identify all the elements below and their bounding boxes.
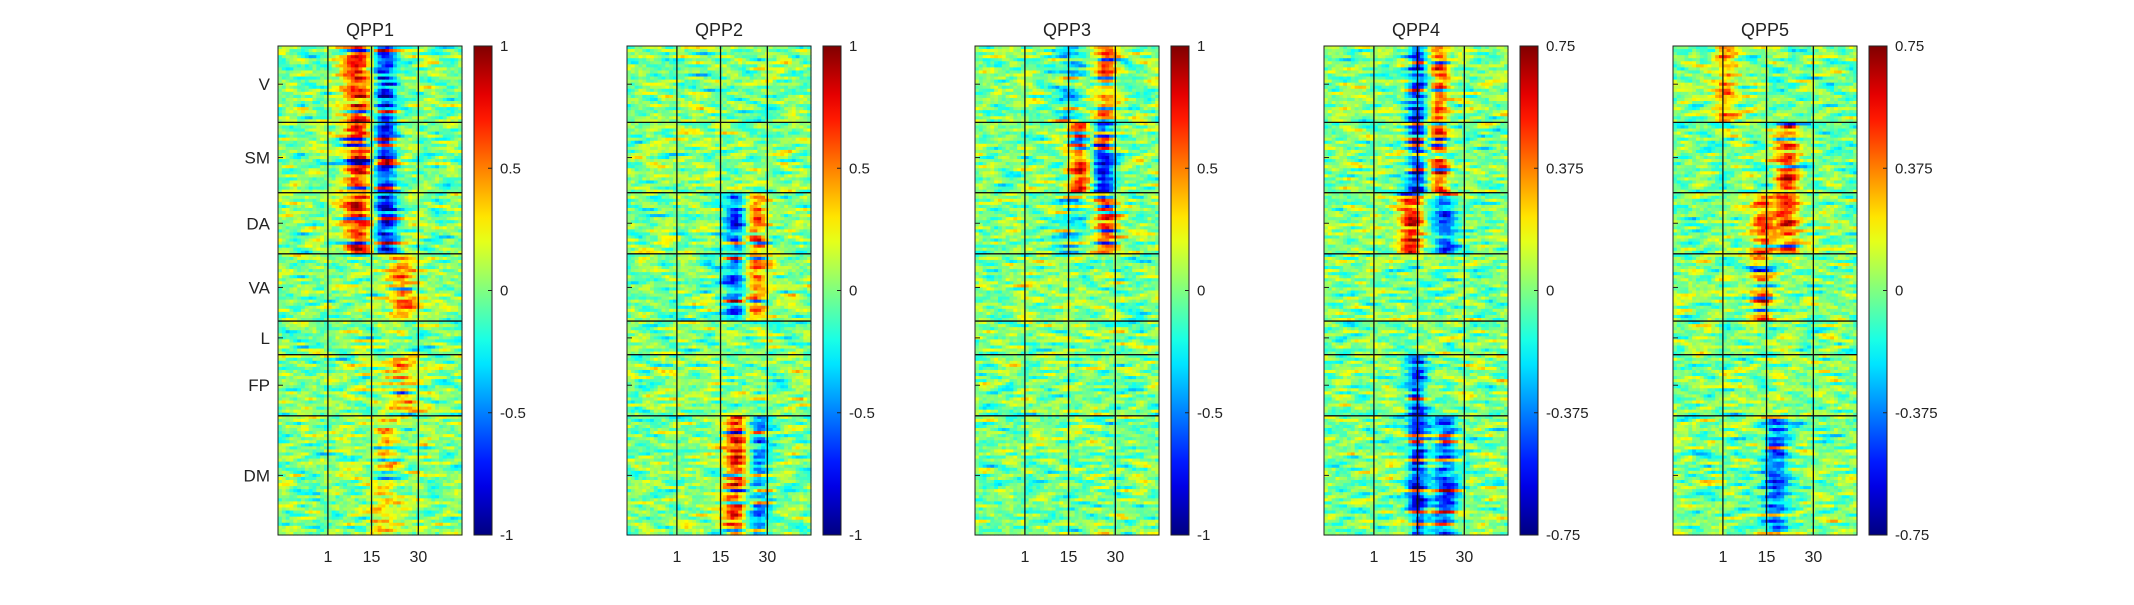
- x-tick-label: 15: [363, 549, 381, 566]
- network-label: DM: [244, 466, 270, 485]
- colorbar-tick-label: -0.5: [1197, 405, 1223, 422]
- network-label: L: [261, 329, 270, 348]
- colorbar-tick-label: 1: [849, 38, 857, 55]
- x-tick-label: 1: [1718, 549, 1727, 566]
- heatmap-cells: [1673, 46, 1858, 536]
- panel-title: QPP3: [1043, 20, 1091, 40]
- colorbar-tick-label: 0.375: [1895, 160, 1933, 177]
- network-label: FP: [248, 376, 270, 395]
- network-label: V: [259, 75, 271, 94]
- heatmap-cells: [1324, 46, 1509, 536]
- colorbar-tick-label: 0: [1197, 283, 1205, 300]
- panel-title: QPP1: [346, 20, 394, 40]
- colorbar-tick-label: -0.75: [1895, 527, 1929, 544]
- panel-title: QPP5: [1741, 20, 1789, 40]
- x-tick-label: 1: [323, 549, 332, 566]
- colorbar-tick-label: 0.5: [1197, 160, 1218, 177]
- colorbar-tick-label: -1: [849, 527, 862, 544]
- x-tick-label: 1: [1020, 549, 1029, 566]
- heatmap-cells: [627, 46, 812, 536]
- colorbar-tick-label: 0.75: [1546, 38, 1575, 55]
- colorbar-tick-label: 1: [1197, 38, 1205, 55]
- colorbar-tick-label: -0.375: [1895, 405, 1938, 422]
- qpp-panel-2: QPP2 1 15 30 1 0.5 0 -0.5 -1: [627, 20, 875, 566]
- heatmap-cells: [278, 46, 463, 536]
- colorbar-tick-label: 0.75: [1895, 38, 1924, 55]
- qpp-panel-1: QPP1 V SM DA VA L FP DM 1 15 30 1 0.5 0 -0.5 -1: [244, 20, 526, 566]
- x-tick-label: 1: [1369, 549, 1378, 566]
- qpp-panel-5: QPP5 1 15 30 0.75 0.375 0 -0.375 -0.75: [1673, 20, 1938, 566]
- colorbar-tick-label: 0: [1546, 283, 1554, 300]
- x-tick-label: 1: [672, 549, 681, 566]
- panel-title: QPP2: [695, 20, 743, 40]
- qpp-panel-3: QPP3 1 15 30 1 0.5 0 -0.5 -1: [975, 20, 1223, 566]
- x-tick-label: 30: [409, 549, 427, 566]
- colorbar-tick-label: -0.75: [1546, 527, 1580, 544]
- x-tick-label: 15: [1758, 549, 1776, 566]
- colorbar-tick-label: 0: [849, 283, 857, 300]
- qpp-panel-4: QPP4 1 15 30 0.75 0.375 0 -0.375 -0.75: [1324, 20, 1589, 566]
- colorbar-tick-label: 0.5: [849, 160, 870, 177]
- panel-title: QPP4: [1392, 20, 1440, 40]
- network-label: VA: [249, 278, 271, 297]
- x-tick-label: 15: [712, 549, 730, 566]
- network-label: SM: [245, 149, 271, 168]
- x-tick-label: 30: [758, 549, 776, 566]
- colorbar-tick-label: -0.375: [1546, 405, 1589, 422]
- x-tick-label: 15: [1409, 549, 1427, 566]
- x-tick-label: 30: [1804, 549, 1822, 566]
- heatmap-cells: [975, 46, 1160, 536]
- x-tick-label: 30: [1106, 549, 1124, 566]
- colorbar-tick-label: -1: [500, 527, 513, 544]
- network-label: DA: [246, 214, 270, 233]
- colorbar-tick-label: 0: [1895, 283, 1903, 300]
- x-tick-label: 30: [1455, 549, 1473, 566]
- colorbar-tick-label: 1: [500, 38, 508, 55]
- colorbar-tick-label: -0.5: [500, 405, 526, 422]
- colorbar-tick-label: -1: [1197, 527, 1210, 544]
- x-tick-label: 15: [1060, 549, 1078, 566]
- colorbar-tick-label: -0.5: [849, 405, 875, 422]
- colorbar-tick-label: 0.375: [1546, 160, 1584, 177]
- colorbar-tick-label: 0: [500, 283, 508, 300]
- colorbar-tick-label: 0.5: [500, 160, 521, 177]
